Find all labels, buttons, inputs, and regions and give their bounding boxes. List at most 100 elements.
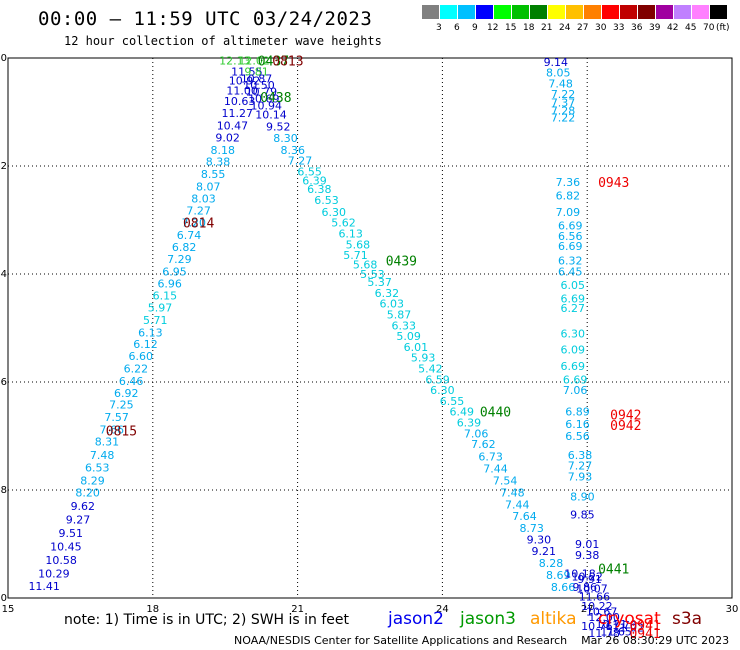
data-label: 10.18 [564, 568, 596, 581]
pass-time-label: 0941 [629, 627, 660, 642]
data-label: 10.58 [45, 554, 77, 567]
x-tick-label: 30 [726, 604, 739, 615]
data-label: 6.30 [430, 384, 455, 397]
data-label: 11.41 [28, 580, 60, 593]
y-tick-label: -46 [0, 377, 7, 388]
data-label: 7.66 [100, 424, 125, 437]
data-label: 8.31 [95, 435, 120, 448]
data-label: 7.57 [104, 411, 129, 424]
data-label: 11.65 [600, 625, 632, 638]
credit-line: NOAA/NESDIS Center for Satellite Applica… [234, 634, 730, 647]
colorbar-label: 39 [649, 23, 661, 33]
data-label: 6.73 [478, 451, 503, 464]
data-label: 7.06 [563, 384, 588, 397]
colorbar-cell [548, 5, 565, 19]
data-label: 10.63 [224, 95, 256, 108]
pass-time-label: 0437 [258, 55, 289, 70]
data-label: 6.32 [558, 255, 583, 268]
y-tick-label: -50 [0, 593, 7, 604]
data-label: 6.69 [558, 219, 583, 232]
colorbar-cell [530, 5, 547, 19]
data-label: 6.69 [563, 373, 588, 386]
data-label: 5.68 [346, 238, 371, 251]
data-label: 6.30 [322, 206, 347, 219]
pass-time-label: 0440 [480, 406, 511, 421]
data-label: 6.53 [85, 461, 110, 474]
data-label: 10.69 [248, 93, 280, 106]
colorbar-label: 27 [577, 23, 589, 33]
colorbar-cell [638, 5, 655, 19]
data-label: 9.14 [544, 56, 569, 69]
colorbar-cell [512, 5, 529, 19]
colorbar-cell [674, 5, 691, 19]
data-label: 6.39 [302, 175, 327, 188]
data-label: 6.92 [114, 387, 139, 400]
data-label: 10.67 [586, 606, 618, 619]
colorbar-cell [422, 5, 439, 19]
data-label: 11.02 [612, 622, 644, 635]
data-label: 8.73 [519, 522, 544, 535]
data-label: 6.13 [338, 228, 363, 241]
data-label: 9.21 [532, 545, 557, 558]
data-label: 11.78 [588, 627, 620, 640]
data-label: 7.29 [167, 253, 192, 266]
data-label: 5.71 [343, 249, 368, 262]
data-label: 6.82 [172, 241, 197, 254]
data-label: 6.59 [425, 373, 450, 386]
data-label: 7.06 [464, 427, 489, 440]
colorbar-cell [494, 5, 511, 19]
data-label: 5.37 [367, 276, 392, 289]
data-label: 6.69 [560, 360, 585, 373]
colorbar-label: 45 [685, 23, 697, 33]
data-label: 6.32 [375, 287, 400, 300]
data-label: 6.15 [153, 290, 178, 303]
data-label: 8.18 [211, 144, 236, 157]
data-label: 5.68 [353, 258, 378, 271]
colorbar-label: 21 [541, 23, 553, 33]
data-label: 11.27 [222, 107, 254, 120]
x-tick-label: 18 [146, 604, 159, 615]
data-label: 5.71 [143, 314, 168, 327]
data-label: 10.50 [243, 79, 275, 92]
data-label: 5.93 [411, 352, 436, 365]
data-label: 6.56 [558, 230, 583, 243]
pass-time-label: 0942 [610, 408, 641, 423]
data-label: 9.27 [66, 514, 91, 527]
data-label: 6.89 [565, 406, 590, 419]
x-tick-label: 24 [436, 604, 449, 615]
legend-altika: altika [530, 609, 577, 629]
colorbar-cell [656, 5, 673, 19]
data-label: 5.53 [360, 268, 385, 281]
data-label: 6.46 [119, 375, 144, 388]
data-label: 7.54 [493, 474, 518, 487]
data-label: 6.30 [560, 327, 585, 340]
data-label: 6.27 [560, 302, 585, 315]
colorbar-label: 15 [505, 23, 517, 33]
colorbar-cell [692, 5, 709, 19]
data-label: 10.92 [229, 75, 261, 88]
data-label: 8.66 [551, 581, 576, 594]
colorbar-cell [476, 5, 493, 19]
pass-time-label: 0439 [386, 255, 417, 270]
colorbar-label: 42 [667, 23, 679, 33]
data-label: 12.02 [238, 55, 270, 68]
data-label: 10.14 [255, 109, 287, 122]
pass-time-label: 0438 [260, 91, 291, 106]
plot-frame [7, 57, 733, 599]
pass-time-label: 0941 [629, 619, 660, 634]
chart-subtitle: 12 hour collection of altimeter wave hei… [64, 34, 382, 48]
colorbar-label: 18 [523, 23, 535, 33]
data-label: 7.25 [109, 399, 134, 412]
data-label: 8.07 [196, 181, 221, 194]
data-label: 7.27 [568, 460, 593, 473]
x-tick-label: 15 [2, 604, 15, 615]
colorbar-cell [566, 5, 583, 19]
data-label: 10.71 [596, 618, 628, 631]
data-label: 10.07 [576, 582, 608, 595]
data-label: 12.13 [219, 55, 251, 68]
colorbar-cell [620, 5, 637, 19]
data-label: 8.38 [206, 156, 231, 169]
data-label: 10.76 [581, 620, 613, 633]
data-label: 8.90 [570, 490, 595, 503]
data-label: 8.29 [80, 474, 105, 487]
